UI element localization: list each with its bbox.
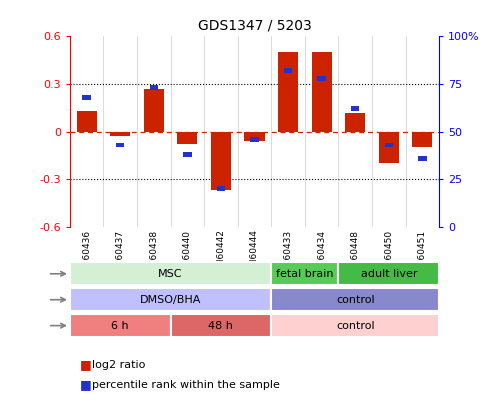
Text: MSC: MSC <box>158 269 183 279</box>
Bar <box>311 52 332 132</box>
Bar <box>351 107 359 111</box>
FancyBboxPatch shape <box>271 288 439 311</box>
Bar <box>177 132 198 144</box>
Text: 48 h: 48 h <box>209 321 234 330</box>
Title: GDS1347 / 5203: GDS1347 / 5203 <box>198 19 311 32</box>
Text: control: control <box>336 295 375 305</box>
Text: percentile rank within the sample: percentile rank within the sample <box>92 380 280 390</box>
Text: 6 h: 6 h <box>111 321 129 330</box>
FancyBboxPatch shape <box>171 314 271 337</box>
Bar <box>211 132 231 190</box>
FancyBboxPatch shape <box>70 314 171 337</box>
Text: adult liver: adult liver <box>360 269 417 279</box>
Text: DMSO/BHA: DMSO/BHA <box>140 295 201 305</box>
Text: control: control <box>336 321 375 330</box>
Bar <box>379 132 399 163</box>
FancyBboxPatch shape <box>70 262 271 286</box>
Text: fetal brain: fetal brain <box>276 269 334 279</box>
FancyBboxPatch shape <box>70 288 271 311</box>
Bar <box>278 52 298 132</box>
Text: ■: ■ <box>80 378 96 391</box>
Bar <box>82 95 91 100</box>
FancyBboxPatch shape <box>271 314 439 337</box>
Bar <box>412 132 433 147</box>
Text: ■: ■ <box>80 358 96 371</box>
FancyBboxPatch shape <box>338 262 439 286</box>
Bar <box>418 156 427 161</box>
Bar <box>76 111 97 132</box>
Bar <box>250 137 258 142</box>
Bar <box>345 113 365 132</box>
FancyBboxPatch shape <box>271 262 338 286</box>
Bar <box>385 143 393 147</box>
Bar <box>183 152 192 157</box>
Bar <box>245 132 264 141</box>
Bar <box>144 89 164 132</box>
Bar <box>150 85 158 90</box>
Bar <box>116 143 124 147</box>
Bar <box>317 76 326 81</box>
Text: log2 ratio: log2 ratio <box>92 360 146 369</box>
Bar <box>110 132 130 136</box>
Bar <box>284 68 292 73</box>
Bar <box>217 186 225 191</box>
